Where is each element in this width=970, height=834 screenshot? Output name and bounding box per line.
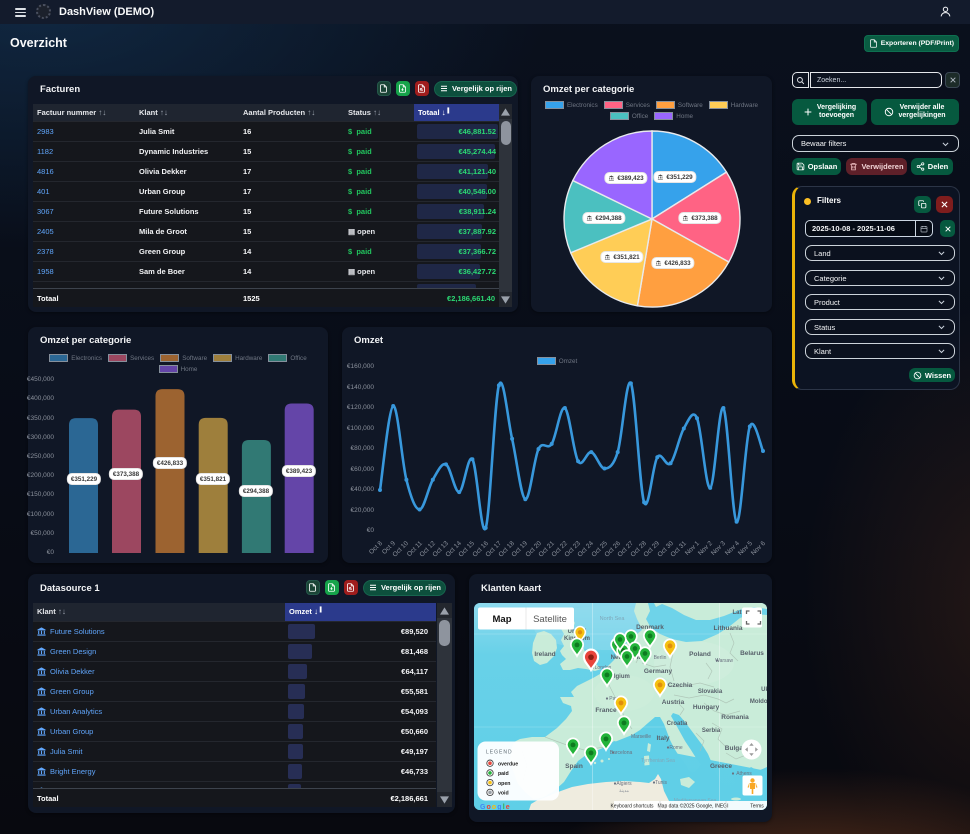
svg-text:Belgium: Belgium	[606, 674, 630, 680]
svg-text:Map data ©2025 Google, INEGI: Map data ©2025 Google, INEGI	[658, 803, 729, 810]
svg-text:G: G	[480, 804, 486, 810]
svg-text:Berlin: Berlin	[654, 655, 667, 661]
svg-text:Italy: Italy	[656, 735, 669, 742]
svg-text:Tyrrhenian Sea: Tyrrhenian Sea	[641, 758, 675, 764]
svg-text:LEGEND: LEGEND	[486, 750, 513, 756]
svg-text:Moldova: Moldova	[750, 699, 767, 705]
svg-text:overdue: overdue	[498, 761, 518, 767]
svg-text:Bulgari: Bulgari	[725, 745, 748, 752]
svg-text:Serbia: Serbia	[702, 728, 721, 734]
svg-text:Satellite: Satellite	[533, 614, 567, 625]
svg-text:Croatia: Croatia	[667, 721, 688, 727]
svg-text:Keyboard shortcuts: Keyboard shortcuts	[610, 804, 654, 810]
svg-text:Barcelona: Barcelona	[610, 750, 633, 756]
svg-text:o: o	[492, 804, 496, 810]
svg-text:Hungary: Hungary	[693, 704, 720, 711]
svg-text:Marseille: Marseille	[631, 734, 651, 740]
svg-text:o: o	[487, 804, 491, 810]
svg-text:Lithuania: Lithuania	[714, 625, 743, 632]
svg-text:Austria: Austria	[662, 699, 685, 706]
svg-text:Rome: Rome	[669, 745, 683, 751]
svg-text:Belarus: Belarus	[740, 650, 764, 657]
svg-text:Denmark: Denmark	[636, 624, 664, 631]
svg-text:Map: Map	[493, 614, 512, 625]
svg-text:Romania: Romania	[721, 714, 749, 721]
svg-text:Uk: Uk	[761, 687, 767, 693]
svg-text:Germany: Germany	[644, 668, 673, 675]
svg-text:paid: paid	[498, 771, 509, 777]
svg-text:Greece: Greece	[710, 763, 732, 770]
svg-text:l: l	[503, 804, 505, 810]
svg-text:Athens: Athens	[736, 771, 752, 777]
svg-text:Tunis: Tunis	[655, 780, 668, 786]
svg-text:Terms: Terms	[750, 804, 764, 810]
svg-text:void: void	[498, 791, 509, 797]
svg-text:Slovakia: Slovakia	[698, 689, 723, 695]
svg-text:Ireland: Ireland	[534, 651, 555, 658]
svg-text:Warsaw: Warsaw	[715, 658, 733, 664]
svg-text:France: France	[595, 707, 617, 714]
svg-text:Czechia: Czechia	[668, 682, 693, 689]
svg-text:g: g	[497, 804, 501, 810]
svg-text:North Sea: North Sea	[600, 616, 626, 622]
svg-text:Algiers: Algiers	[616, 781, 632, 787]
svg-text:Lat: Lat	[733, 610, 742, 616]
svg-text:Spain: Spain	[565, 763, 583, 770]
svg-text:e: e	[506, 804, 510, 810]
svg-text:London: London	[595, 665, 612, 671]
svg-text:Poland: Poland	[689, 651, 711, 658]
svg-text:مدينة: مدينة	[619, 788, 629, 793]
svg-text:open: open	[498, 781, 510, 787]
